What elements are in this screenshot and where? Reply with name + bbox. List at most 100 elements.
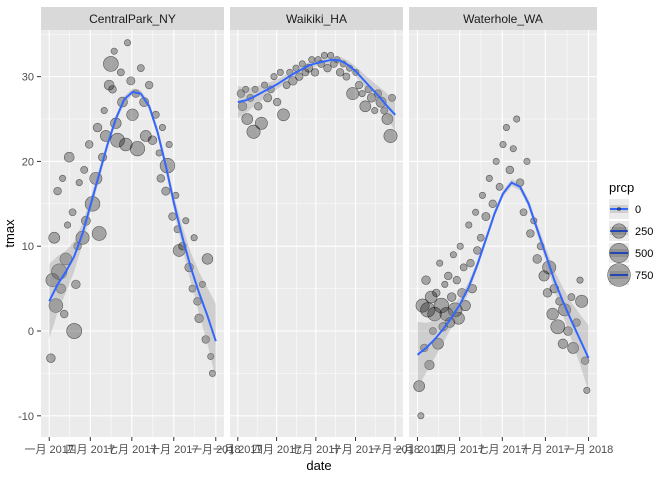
legend-key-point xyxy=(607,263,631,287)
legend-label: 0 xyxy=(635,204,641,216)
data-point xyxy=(198,280,206,288)
x-tick-label: 七月 2017 xyxy=(291,443,341,456)
data-point xyxy=(64,221,72,229)
data-point xyxy=(46,353,56,363)
data-point xyxy=(417,412,425,420)
data-point xyxy=(48,298,64,313)
data-point xyxy=(53,186,62,196)
data-point xyxy=(373,89,383,98)
data-point xyxy=(63,151,75,163)
data-point xyxy=(359,100,372,113)
x-tick-label: 一月 2018 xyxy=(370,444,420,456)
data-point xyxy=(194,313,204,323)
data-point xyxy=(388,93,396,102)
data-point xyxy=(580,356,590,365)
data-point xyxy=(444,271,453,281)
data-point xyxy=(557,338,568,349)
data-point xyxy=(66,323,83,339)
x-tick-label: 七月 2017 xyxy=(478,443,528,456)
data-point xyxy=(447,292,457,302)
data-point xyxy=(449,251,457,259)
y-tick-label: 30 xyxy=(22,72,34,84)
data-point xyxy=(466,259,475,268)
data-point xyxy=(492,157,500,165)
data-point xyxy=(465,221,473,229)
legend-key-point xyxy=(617,207,621,211)
data-point xyxy=(119,137,133,152)
data-point xyxy=(100,107,108,115)
data-point xyxy=(583,386,591,394)
data-point xyxy=(519,208,528,217)
data-point xyxy=(383,129,398,143)
data-point xyxy=(158,124,166,132)
data-point xyxy=(156,174,165,183)
data-point xyxy=(208,369,216,377)
data-point xyxy=(546,307,559,321)
legend-label: 250 xyxy=(635,226,653,238)
data-point xyxy=(375,96,387,108)
data-point xyxy=(246,124,261,139)
data-point xyxy=(342,72,351,81)
data-point xyxy=(126,76,136,86)
data-point xyxy=(481,212,491,221)
legend-key-point xyxy=(611,223,627,239)
data-point xyxy=(420,302,436,318)
data-point xyxy=(499,140,507,148)
data-point xyxy=(295,72,304,81)
data-point xyxy=(277,108,290,122)
smooth-line xyxy=(48,90,217,342)
data-point xyxy=(478,191,486,199)
data-point xyxy=(188,284,197,293)
data-point xyxy=(80,166,89,174)
data-point xyxy=(421,275,431,285)
data-point xyxy=(75,179,83,187)
smooth-confidence-band xyxy=(237,56,396,131)
data-point xyxy=(207,352,215,360)
data-point xyxy=(242,85,250,93)
data-point xyxy=(542,288,553,298)
data-point xyxy=(567,342,579,354)
x-axis-title: date xyxy=(306,458,331,473)
data-point xyxy=(254,116,268,130)
y-tick-label: -10 xyxy=(18,411,34,423)
data-point xyxy=(276,68,284,76)
data-point xyxy=(272,97,282,107)
data-point xyxy=(424,359,435,371)
data-point xyxy=(346,87,360,101)
data-point xyxy=(241,113,254,125)
panel-background xyxy=(41,30,224,437)
x-tick-label: 四月 2017 xyxy=(252,444,302,456)
facet-strip xyxy=(230,7,403,30)
data-point xyxy=(161,186,171,196)
data-point xyxy=(502,124,510,132)
data-point xyxy=(251,85,259,93)
data-point xyxy=(129,141,146,157)
x-tick-label: 一月 2017 xyxy=(393,444,443,456)
data-point xyxy=(427,306,442,322)
data-point xyxy=(288,76,298,86)
data-point xyxy=(452,275,461,285)
data-point xyxy=(327,51,335,59)
x-tick-label: 一月 2017 xyxy=(213,444,263,456)
data-point xyxy=(201,335,210,344)
y-tick-label: 0 xyxy=(28,326,34,338)
data-point xyxy=(126,108,139,121)
x-tick-label: 十月 2017 xyxy=(331,442,381,456)
data-point xyxy=(456,242,464,250)
facet-strip-label: Waterhole_WA xyxy=(463,12,543,26)
data-point xyxy=(48,231,61,244)
smooth-line xyxy=(416,181,590,359)
data-point xyxy=(413,380,425,392)
data-point xyxy=(136,64,145,73)
data-point xyxy=(576,276,584,284)
x-tick-label: 一月 2018 xyxy=(564,444,614,456)
data-point xyxy=(92,122,103,133)
data-point xyxy=(459,263,468,272)
y-tick-label: 10 xyxy=(22,241,34,253)
data-point xyxy=(432,337,444,350)
data-point xyxy=(60,309,69,319)
data-point xyxy=(59,174,67,182)
